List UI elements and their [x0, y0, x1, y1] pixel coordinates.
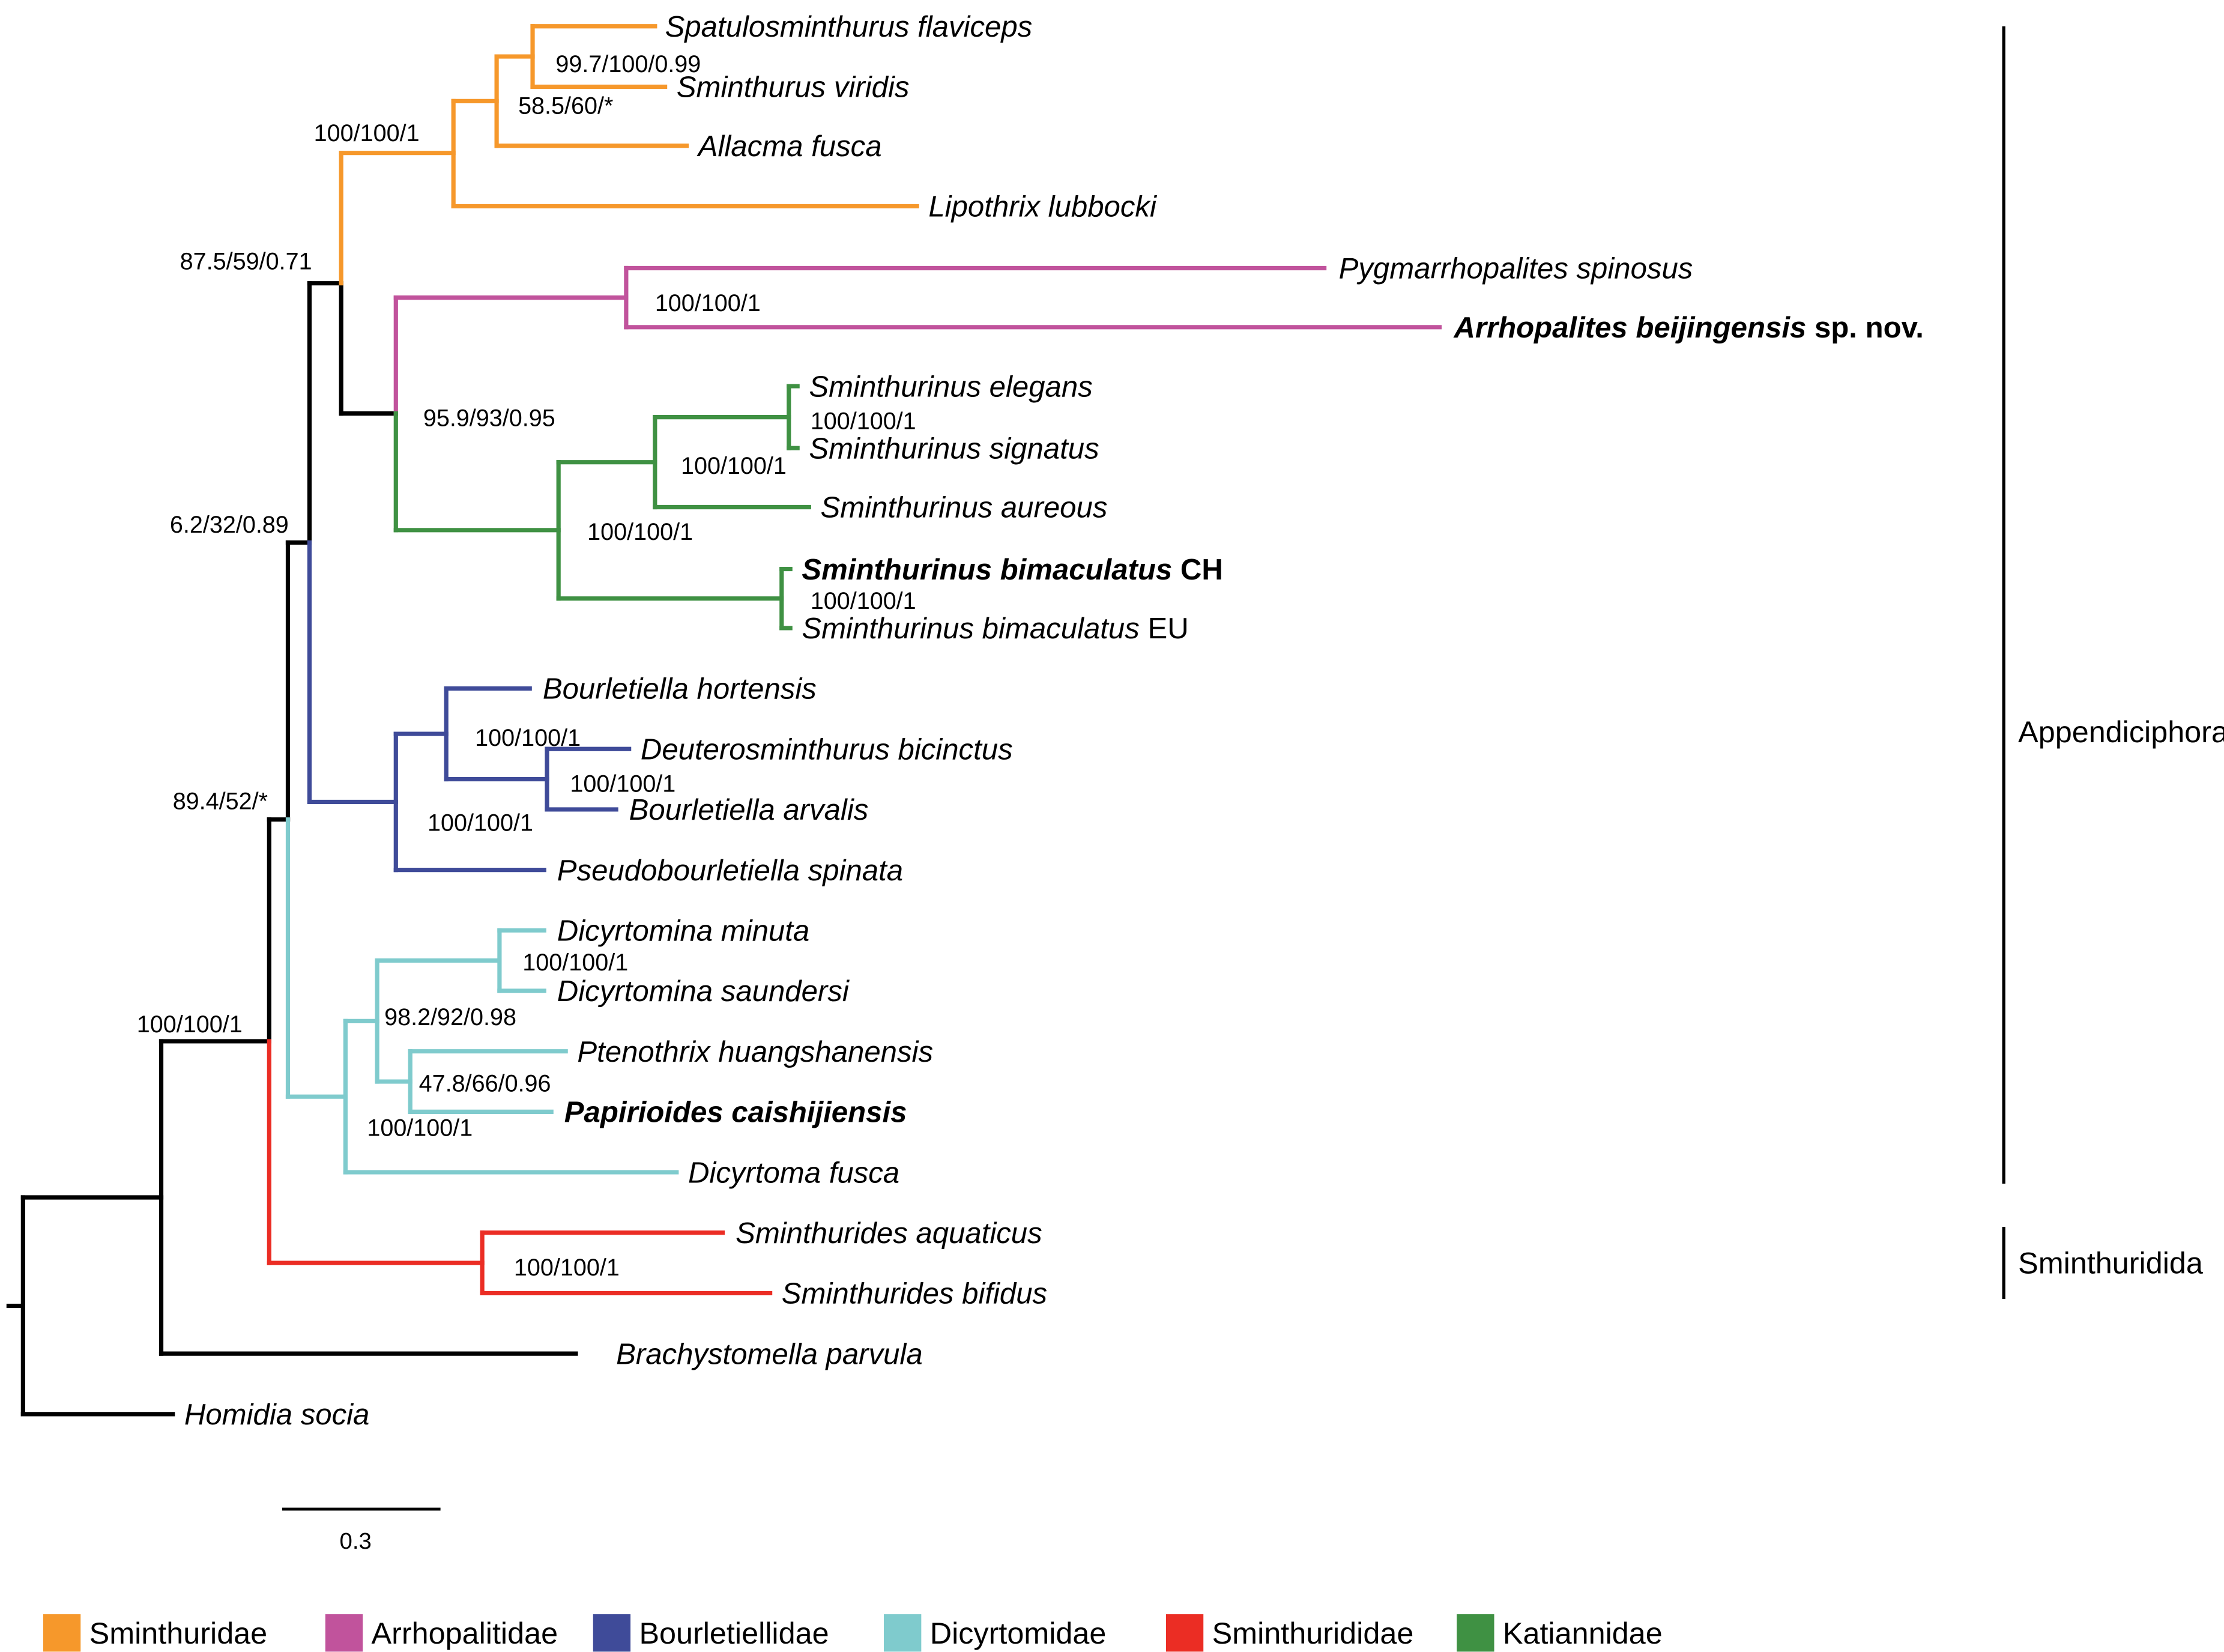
tip-label: Lipothrix lubbocki	[928, 191, 1158, 223]
tip-label: Arrhopalites beijingensis sp. nov.	[1453, 312, 1924, 344]
tip-label: Sminthurides aquaticus	[736, 1217, 1042, 1250]
clade-label: Sminthuridida	[2018, 1246, 2203, 1280]
support-value: 58.5/60/*	[518, 92, 613, 119]
tip-label-part: Sminthurides bifidus	[782, 1278, 1047, 1310]
tip-label: Sminthurinus bimaculatus EU	[802, 613, 1188, 645]
support-value: 100/100/1	[522, 949, 628, 976]
tip-label-part: Bourletiella arvalis	[629, 794, 869, 826]
support-value: 100/100/1	[314, 120, 420, 147]
tip-label: Sminthurus viridis	[677, 71, 910, 104]
tip-label-part: Sminthurinus bimaculatus	[802, 613, 1139, 645]
clade-label: Appendiciphora	[2018, 715, 2224, 749]
tip-label-part: sp. nov.	[1806, 312, 1924, 344]
legend-swatch-bourletiellidae	[593, 1614, 631, 1652]
tip-label-part: Ptenothrix huangshanensis	[577, 1036, 933, 1068]
support-value: 100/100/1	[570, 771, 675, 797]
legend-swatch-arrhopalitidae	[325, 1614, 363, 1652]
tip-label: Homidia socia	[184, 1399, 370, 1431]
tip-label: Bourletiella hortensis	[543, 673, 817, 706]
support-value: 95.9/93/0.95	[423, 405, 555, 432]
tip-label: Pseudobourletiella spinata	[557, 855, 903, 887]
tip-label: Sminthurinus bimaculatus CH	[802, 554, 1222, 586]
scale-bar-label: 0.3	[340, 1528, 372, 1554]
support-value: 100/100/1	[811, 588, 916, 614]
support-value: 100/100/1	[428, 809, 533, 836]
tip-label-part: CH	[1172, 554, 1223, 586]
support-value: 100/100/1	[587, 519, 693, 545]
tip-label: Pygmarrhopalites spinosus	[1339, 253, 1693, 285]
legend-swatch-sminthuridae	[43, 1614, 81, 1652]
tip-label-part: Dicyrtomina minuta	[557, 915, 809, 948]
tip-label-part: Papirioides caishijiensis	[564, 1097, 907, 1129]
tip-label: Ptenothrix huangshanensis	[577, 1036, 933, 1068]
tip-label-part: Brachystomella parvula	[616, 1338, 923, 1370]
legend-swatch-sminthurididae	[1165, 1614, 1204, 1652]
support-value: 47.8/66/0.96	[419, 1070, 551, 1097]
tip-label-part: Pygmarrhopalites spinosus	[1339, 253, 1693, 285]
legend-swatch-dicyrtomidae	[884, 1614, 922, 1652]
tip-label-part: Arrhopalites beijingensis	[1453, 312, 1806, 344]
tip-label-part: Lipothrix lubbocki	[928, 191, 1158, 223]
support-value: 100/100/1	[514, 1254, 620, 1281]
tip-label: Spatulosminthurus flaviceps	[665, 11, 1033, 43]
support-value: 100/100/1	[655, 290, 761, 316]
legend-label: Katiannidae	[1503, 1616, 1663, 1650]
legend-label: Sminthurididae	[1212, 1616, 1414, 1650]
tip-label: Sminthurinus signatus	[809, 432, 1099, 465]
tip-label-part: Deuterosminthurus bicinctus	[641, 733, 1013, 766]
legend-label: Arrhopalitidae	[372, 1616, 558, 1650]
tip-label-part: Sminthurinus elegans	[809, 371, 1092, 403]
support-value: 100/100/1	[367, 1115, 473, 1142]
tip-label-part: Sminthurinus bimaculatus	[802, 554, 1172, 586]
tip-label-part: Sminthurinus signatus	[809, 432, 1099, 465]
support-value: 89.4/52/*	[173, 788, 268, 814]
tip-label: Allacma fusca	[697, 130, 882, 163]
tip-label: Dicyrtomina minuta	[557, 915, 809, 948]
tip-label-part: Dicyrtoma fusca	[688, 1157, 899, 1189]
tip-label-part: Dicyrtomina saundersi	[557, 975, 850, 1008]
support-value: 99.7/100/0.99	[555, 51, 701, 77]
tip-label-part: Pseudobourletiella spinata	[557, 855, 903, 887]
support-value: 87.5/59/0.71	[180, 248, 312, 274]
tip-label-part: Spatulosminthurus flaviceps	[665, 11, 1033, 43]
tip-label: Papirioides caishijiensis	[564, 1097, 907, 1129]
tip-label-part: Homidia socia	[184, 1399, 370, 1431]
legend-swatch-katiannidae	[1457, 1614, 1494, 1652]
tip-label: Dicyrtomina saundersi	[557, 975, 850, 1008]
legend-label: Dicyrtomidae	[930, 1616, 1107, 1650]
legend-label: Bourletiellidae	[639, 1616, 829, 1650]
tip-label-part: Sminthurus viridis	[677, 71, 910, 104]
support-value: 100/100/1	[475, 725, 581, 751]
tip-label-part: Allacma fusca	[697, 130, 882, 163]
support-value: 6.2/32/0.89	[170, 512, 289, 538]
tip-label: Sminthurinus elegans	[809, 371, 1092, 403]
tip-label: Dicyrtoma fusca	[688, 1157, 899, 1189]
support-value: 98.2/92/0.98	[384, 1004, 516, 1030]
support-value: 100/100/1	[811, 408, 916, 434]
tip-label: Deuterosminthurus bicinctus	[641, 733, 1013, 766]
legend-label: Sminthuridae	[89, 1616, 268, 1650]
support-value: 100/100/1	[681, 453, 787, 479]
tip-label-part: Bourletiella hortensis	[543, 673, 817, 706]
tip-label: Brachystomella parvula	[616, 1338, 923, 1370]
tip-label-part: Sminthurinus aureous	[821, 492, 1108, 524]
tip-label: Bourletiella arvalis	[629, 794, 869, 826]
tip-label: Sminthurides bifidus	[782, 1278, 1047, 1310]
tip-label-part: Sminthurides aquaticus	[736, 1217, 1042, 1250]
tip-label: Sminthurinus aureous	[821, 492, 1108, 524]
support-value: 100/100/1	[137, 1011, 243, 1038]
tip-label-part: EU	[1140, 613, 1189, 645]
